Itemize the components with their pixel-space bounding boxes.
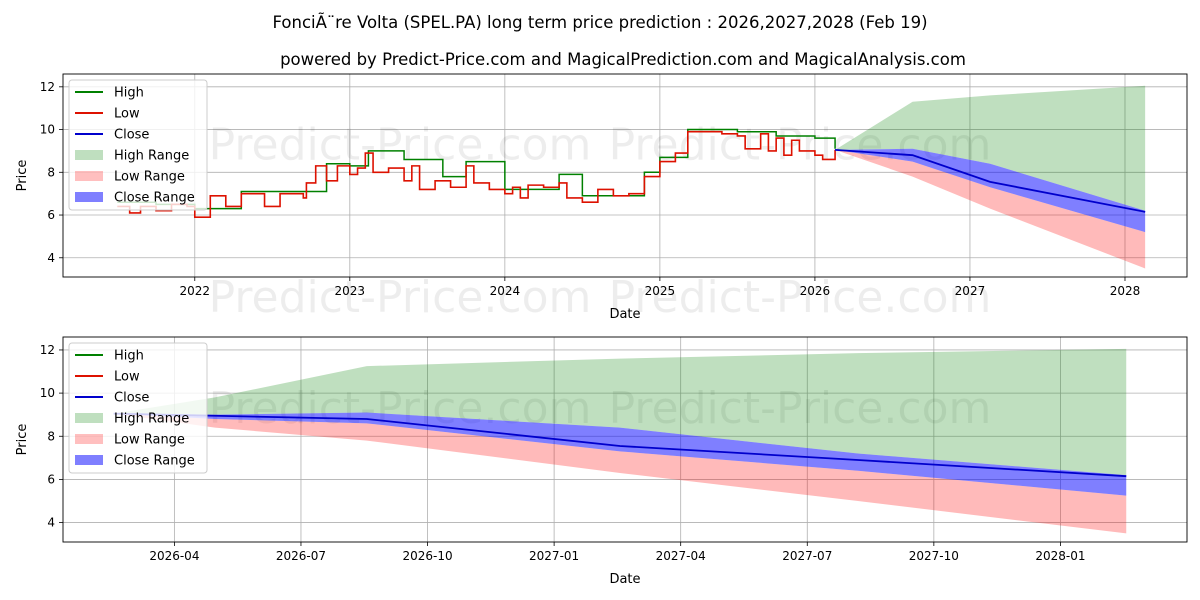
legend: High Low Close High Range Low Range Close Ran… xyxy=(68,342,208,474)
bottom-panel: Predict-Price.com Predict-Price.com2026-0… xyxy=(15,336,1188,587)
y-tick-label: 6 xyxy=(47,208,55,222)
y-tick-label: 12 xyxy=(40,343,55,357)
high-series-line xyxy=(117,128,836,210)
y-axis-label: Price xyxy=(15,160,30,192)
low-series-line xyxy=(117,130,836,218)
x-tick-label: 2027-10 xyxy=(909,549,959,563)
legend-label: Close Range xyxy=(114,454,195,469)
watermark-text: Predict-Price.com xyxy=(609,383,992,434)
x-tick-label: 2022 xyxy=(180,284,211,298)
chart-subtitle: powered by Predict-Price.com and Magical… xyxy=(280,50,966,69)
x-tick-label: 2023 xyxy=(335,284,366,298)
x-tick-label: 2026 xyxy=(800,284,831,298)
legend-label: High xyxy=(114,349,144,364)
x-tick-label: 2026-04 xyxy=(149,549,199,563)
x-tick-label: 2026-07 xyxy=(276,549,326,563)
legend-swatch-low-range xyxy=(75,171,103,181)
high-range-band xyxy=(113,348,1127,476)
close-range-band xyxy=(835,148,1146,233)
legend-box xyxy=(68,342,208,474)
plot-frame xyxy=(62,73,1188,278)
x-tick-label: 2024 xyxy=(490,284,521,298)
high-range-band xyxy=(835,85,1146,211)
legend-label: Close xyxy=(114,391,149,406)
close-range-band xyxy=(113,412,1127,496)
x-tick-label: 2027 xyxy=(955,284,986,298)
legend-swatch-close-range xyxy=(75,192,103,202)
x-axis-label: Date xyxy=(609,307,640,322)
y-axis-label: Price xyxy=(15,424,30,456)
watermark-text: Predict-Price.com xyxy=(609,272,992,323)
legend-label: Low xyxy=(114,107,140,122)
legend-label: Low xyxy=(114,370,140,385)
x-tick-label: 2027-04 xyxy=(656,549,706,563)
x-tick-label: 2026-10 xyxy=(402,549,452,563)
x-tick-label: 2028 xyxy=(1110,284,1141,298)
y-tick-label: 8 xyxy=(47,429,55,443)
legend-box xyxy=(68,79,208,211)
legend-label: Close Range xyxy=(114,191,195,206)
watermark-text: Predict-Price.com xyxy=(209,272,592,323)
legend-label: High Range xyxy=(114,149,189,164)
chart-title: FonciÃ¨re Volta (SPEL.PA) long term pric… xyxy=(272,13,927,32)
x-tick-label: 2025 xyxy=(645,284,676,298)
y-tick-label: 6 xyxy=(47,472,55,486)
legend-label: Low Range xyxy=(114,170,185,185)
x-tick-label: 2027-01 xyxy=(529,549,579,563)
top-panel: Predict-Price.com Predict-Price.com Predic… xyxy=(15,73,1188,323)
legend-swatch-close-range xyxy=(75,455,103,465)
x-tick-label: 2027-07 xyxy=(782,549,832,563)
plot-frame xyxy=(62,336,1188,543)
legend: High Low Close High Range Low Range Close Ran… xyxy=(68,79,208,211)
legend-label: High xyxy=(114,86,144,101)
x-tick-label: 2028-01 xyxy=(1035,549,1085,563)
legend-swatch-low-range xyxy=(75,434,103,444)
y-tick-label: 12 xyxy=(40,80,55,94)
x-axis-label: Date xyxy=(609,572,640,587)
close-series-line xyxy=(835,148,1146,213)
y-tick-label: 10 xyxy=(40,123,55,137)
low-range-band xyxy=(113,413,1127,534)
y-tick-label: 4 xyxy=(47,251,55,265)
legend-label: High Range xyxy=(114,412,189,427)
y-tick-label: 10 xyxy=(40,386,55,400)
watermark-text: Predict-Price.com xyxy=(209,119,592,170)
y-tick-label: 8 xyxy=(47,165,55,179)
legend-swatch-high-range xyxy=(75,150,103,160)
y-tick-label: 4 xyxy=(47,516,55,530)
legend-swatch-high-range xyxy=(75,413,103,423)
legend-label: Close xyxy=(114,128,149,143)
legend-label: Low Range xyxy=(114,433,185,448)
